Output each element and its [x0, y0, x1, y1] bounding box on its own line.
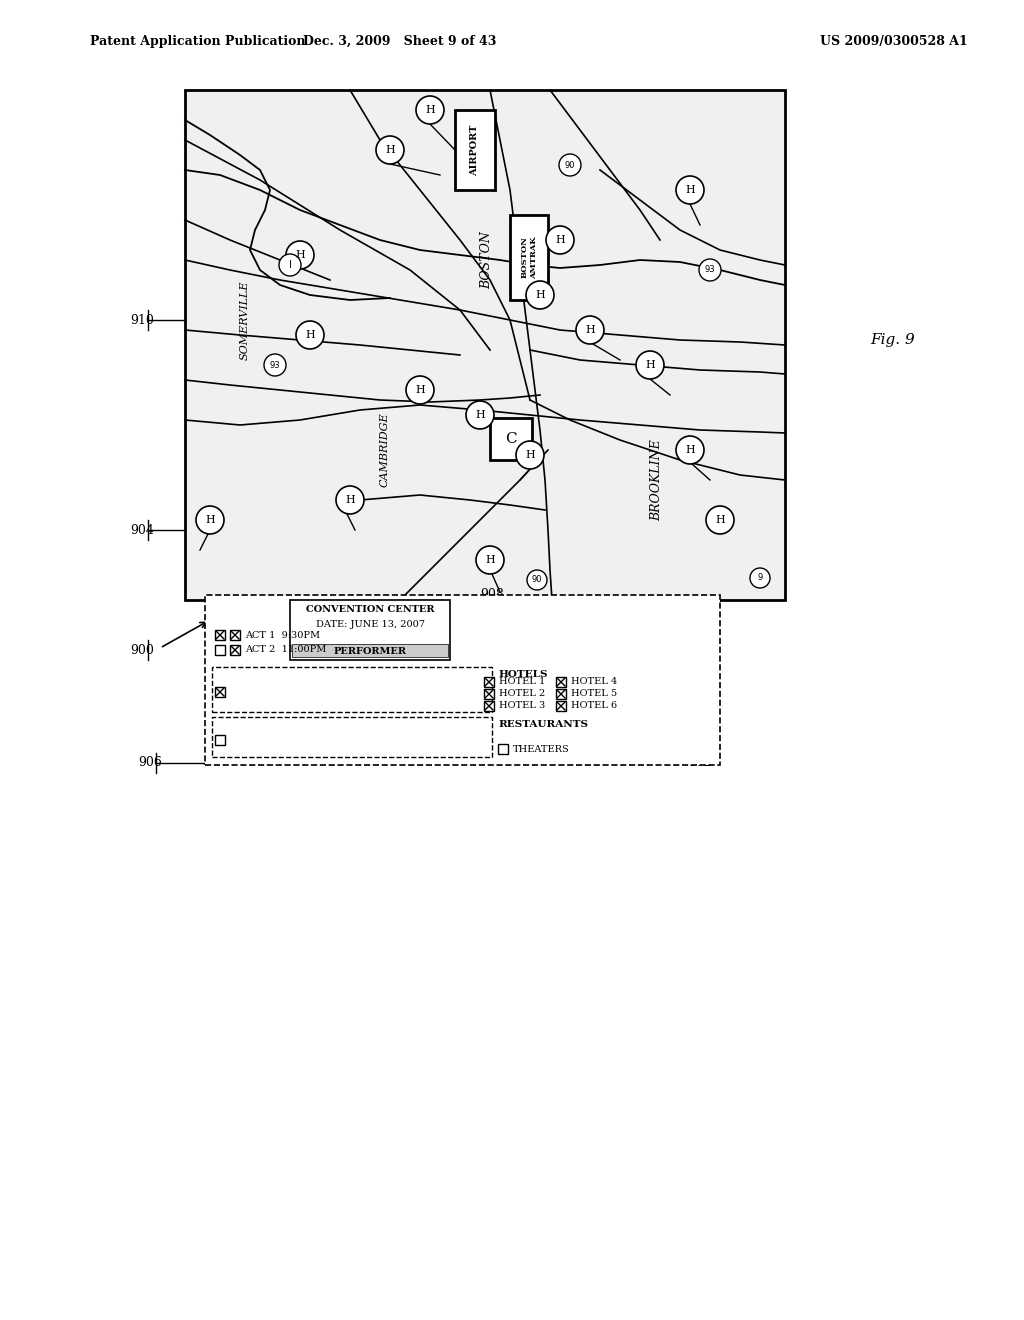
Text: H: H	[645, 360, 655, 370]
Circle shape	[546, 226, 574, 253]
Circle shape	[376, 136, 404, 164]
Text: H: H	[536, 290, 545, 300]
FancyBboxPatch shape	[556, 701, 566, 711]
FancyBboxPatch shape	[215, 630, 225, 640]
Circle shape	[699, 259, 721, 281]
Text: H: H	[715, 515, 725, 525]
Text: Dec. 3, 2009   Sheet 9 of 43: Dec. 3, 2009 Sheet 9 of 43	[303, 36, 497, 48]
Circle shape	[406, 376, 434, 404]
Text: BOSTON: BOSTON	[480, 231, 493, 289]
Text: DATE: JUNE 13, 2007: DATE: JUNE 13, 2007	[315, 620, 425, 630]
Text: 93: 93	[705, 265, 716, 275]
Text: BROOKLINE: BROOKLINE	[650, 440, 663, 521]
Circle shape	[676, 176, 705, 205]
FancyBboxPatch shape	[556, 677, 566, 686]
Text: 904: 904	[130, 524, 154, 536]
Circle shape	[286, 242, 314, 269]
Text: 906: 906	[138, 756, 162, 770]
Text: 910: 910	[130, 314, 154, 326]
Circle shape	[279, 253, 301, 276]
Text: H: H	[425, 106, 435, 115]
Text: C: C	[505, 432, 517, 446]
Text: H: H	[475, 411, 485, 420]
Circle shape	[336, 486, 364, 513]
Text: H: H	[385, 145, 395, 154]
Circle shape	[296, 321, 324, 348]
Circle shape	[196, 506, 224, 535]
FancyBboxPatch shape	[484, 677, 494, 686]
Text: HOTEL 3: HOTEL 3	[499, 701, 545, 710]
Text: Fig. 9: Fig. 9	[870, 333, 914, 347]
Text: 900: 900	[130, 644, 154, 656]
Text: H: H	[525, 450, 535, 459]
Text: H: H	[485, 554, 495, 565]
Circle shape	[416, 96, 444, 124]
Text: 93: 93	[269, 360, 281, 370]
Text: H: H	[295, 249, 305, 260]
FancyBboxPatch shape	[215, 686, 225, 697]
FancyBboxPatch shape	[215, 645, 225, 655]
FancyBboxPatch shape	[215, 735, 225, 744]
FancyBboxPatch shape	[484, 689, 494, 700]
Text: HOTEL 4: HOTEL 4	[571, 677, 617, 686]
Circle shape	[706, 506, 734, 535]
FancyBboxPatch shape	[205, 595, 720, 766]
Text: 90: 90	[565, 161, 575, 169]
Text: HOTEL 5: HOTEL 5	[571, 689, 617, 698]
FancyBboxPatch shape	[212, 667, 492, 711]
FancyBboxPatch shape	[290, 601, 450, 660]
Text: 9: 9	[758, 573, 763, 582]
Text: H: H	[345, 495, 355, 506]
Text: US 2009/0300528 A1: US 2009/0300528 A1	[820, 36, 968, 48]
Text: SOMERVILLE: SOMERVILLE	[240, 280, 250, 360]
FancyBboxPatch shape	[230, 630, 240, 640]
FancyBboxPatch shape	[490, 418, 532, 459]
Circle shape	[636, 351, 664, 379]
Circle shape	[575, 315, 604, 345]
Circle shape	[264, 354, 286, 376]
Text: H: H	[585, 325, 595, 335]
Text: HOTEL 2: HOTEL 2	[499, 689, 545, 698]
Circle shape	[526, 281, 554, 309]
Text: H: H	[685, 185, 695, 195]
Circle shape	[466, 401, 494, 429]
FancyBboxPatch shape	[484, 701, 494, 711]
Text: H: H	[205, 515, 215, 525]
FancyBboxPatch shape	[230, 645, 240, 655]
Circle shape	[476, 546, 504, 574]
Text: RESTAURANTS: RESTAURANTS	[498, 719, 588, 729]
Text: PERFORMER: PERFORMER	[334, 647, 407, 656]
Text: HOTEL 1: HOTEL 1	[499, 677, 545, 686]
Text: 902: 902	[688, 756, 712, 770]
Text: CONVENTION CENTER: CONVENTION CENTER	[306, 605, 434, 614]
FancyBboxPatch shape	[455, 110, 495, 190]
Text: AIRPORT: AIRPORT	[470, 124, 479, 176]
Text: HOTELS: HOTELS	[498, 671, 548, 678]
Text: H: H	[685, 445, 695, 455]
Text: H: H	[415, 385, 425, 395]
Circle shape	[676, 436, 705, 465]
Text: H: H	[555, 235, 565, 246]
Circle shape	[750, 568, 770, 587]
Text: 908: 908	[480, 587, 504, 601]
FancyBboxPatch shape	[212, 717, 492, 756]
Text: H: H	[305, 330, 314, 341]
Text: CAMBRIDGE: CAMBRIDGE	[380, 413, 390, 487]
Text: BOSTON
AMTRAK: BOSTON AMTRAK	[520, 236, 538, 279]
Text: I: I	[289, 260, 292, 271]
Text: Patent Application Publication: Patent Application Publication	[90, 36, 305, 48]
FancyBboxPatch shape	[185, 90, 785, 601]
Text: HOTEL 6: HOTEL 6	[571, 701, 617, 710]
FancyBboxPatch shape	[292, 644, 449, 657]
Circle shape	[516, 441, 544, 469]
Text: ACT 2  11:00PM: ACT 2 11:00PM	[245, 645, 327, 655]
Text: 90: 90	[531, 576, 543, 585]
Circle shape	[559, 154, 581, 176]
FancyBboxPatch shape	[510, 215, 548, 300]
FancyBboxPatch shape	[498, 744, 508, 754]
Text: THEATERS: THEATERS	[513, 744, 569, 754]
Text: ACT 1  9:30PM: ACT 1 9:30PM	[245, 631, 321, 639]
FancyBboxPatch shape	[556, 689, 566, 700]
Circle shape	[527, 570, 547, 590]
